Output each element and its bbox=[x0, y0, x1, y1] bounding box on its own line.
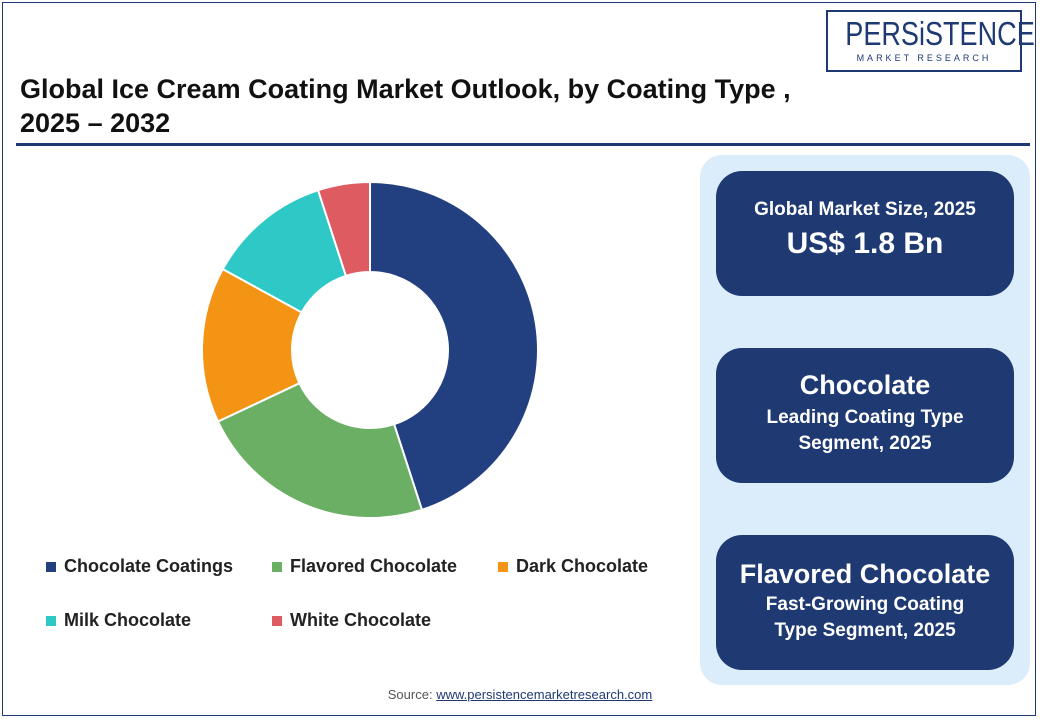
leading-segment-label-2: Segment, 2025 bbox=[798, 433, 932, 454]
legend-item-white-chocolate: White Chocolate bbox=[272, 610, 431, 631]
legend-item-chocolate-coatings: Chocolate Coatings bbox=[46, 556, 233, 577]
leading-segment-label-1: Leading Coating Type bbox=[766, 407, 964, 428]
leading-segment-card: Chocolate Leading Coating Type Segment, … bbox=[716, 348, 1014, 483]
fast-growing-card: Flavored Chocolate Fast-Growing Coating … bbox=[716, 535, 1014, 670]
legend-item-milk-chocolate: Milk Chocolate bbox=[46, 610, 191, 631]
logo-tagline: MARKET RESEARCH bbox=[856, 53, 992, 63]
legend-swatch bbox=[272, 561, 282, 572]
title-divider bbox=[16, 143, 1030, 146]
legend-label: Chocolate Coatings bbox=[64, 556, 234, 576]
title-line-2: 2025 – 2032 bbox=[20, 108, 171, 138]
source-note: Source: www.persistencemarketresearch.co… bbox=[0, 687, 1040, 702]
legend-swatch bbox=[272, 615, 282, 626]
legend-label: Flavored Chocolate bbox=[290, 556, 458, 576]
fast-growing-label-1: Fast-Growing Coating bbox=[765, 594, 965, 615]
legend-swatch bbox=[46, 561, 56, 572]
legend-label: White Chocolate bbox=[290, 610, 432, 630]
market-size-value: US$ 1.8 Bn bbox=[786, 227, 944, 260]
logo-name: PERSiSTENCE bbox=[845, 15, 1035, 52]
fast-growing-name: Flavored Chocolate bbox=[739, 559, 991, 589]
source-label: Source: bbox=[387, 687, 433, 702]
legend-label: Dark Chocolate bbox=[516, 556, 649, 576]
legend-label: Milk Chocolate bbox=[64, 610, 192, 630]
slice-dark-chocolate bbox=[201, 267, 304, 423]
market-size-card: Global Market Size, 2025 US$ 1.8 Bn bbox=[716, 171, 1014, 296]
legend-swatch bbox=[498, 561, 508, 572]
legend-item-flavored-chocolate: Flavored Chocolate bbox=[272, 556, 457, 577]
legend-swatch bbox=[46, 615, 56, 626]
title-line-1: Global Ice Cream Coating Market Outlook,… bbox=[20, 74, 791, 104]
page-title: Global Ice Cream Coating Market Outlook,… bbox=[20, 72, 820, 140]
legend-item-dark-chocolate: Dark Chocolate bbox=[498, 556, 648, 577]
slice-flavored-chocolate bbox=[216, 381, 424, 519]
donut-chart bbox=[201, 180, 539, 519]
slice-white-chocolate bbox=[316, 180, 371, 278]
market-size-label: Global Market Size, 2025 bbox=[754, 199, 976, 220]
fast-growing-label-2: Type Segment, 2025 bbox=[774, 620, 956, 641]
persistence-logo: PERSiSTENCE MARKET RESEARCH bbox=[826, 10, 1035, 72]
leading-segment-name: Chocolate bbox=[799, 370, 931, 400]
source-link[interactable]: www.persistencemarketresearch.com bbox=[436, 687, 653, 702]
slice-chocolate-coatings bbox=[369, 180, 539, 512]
